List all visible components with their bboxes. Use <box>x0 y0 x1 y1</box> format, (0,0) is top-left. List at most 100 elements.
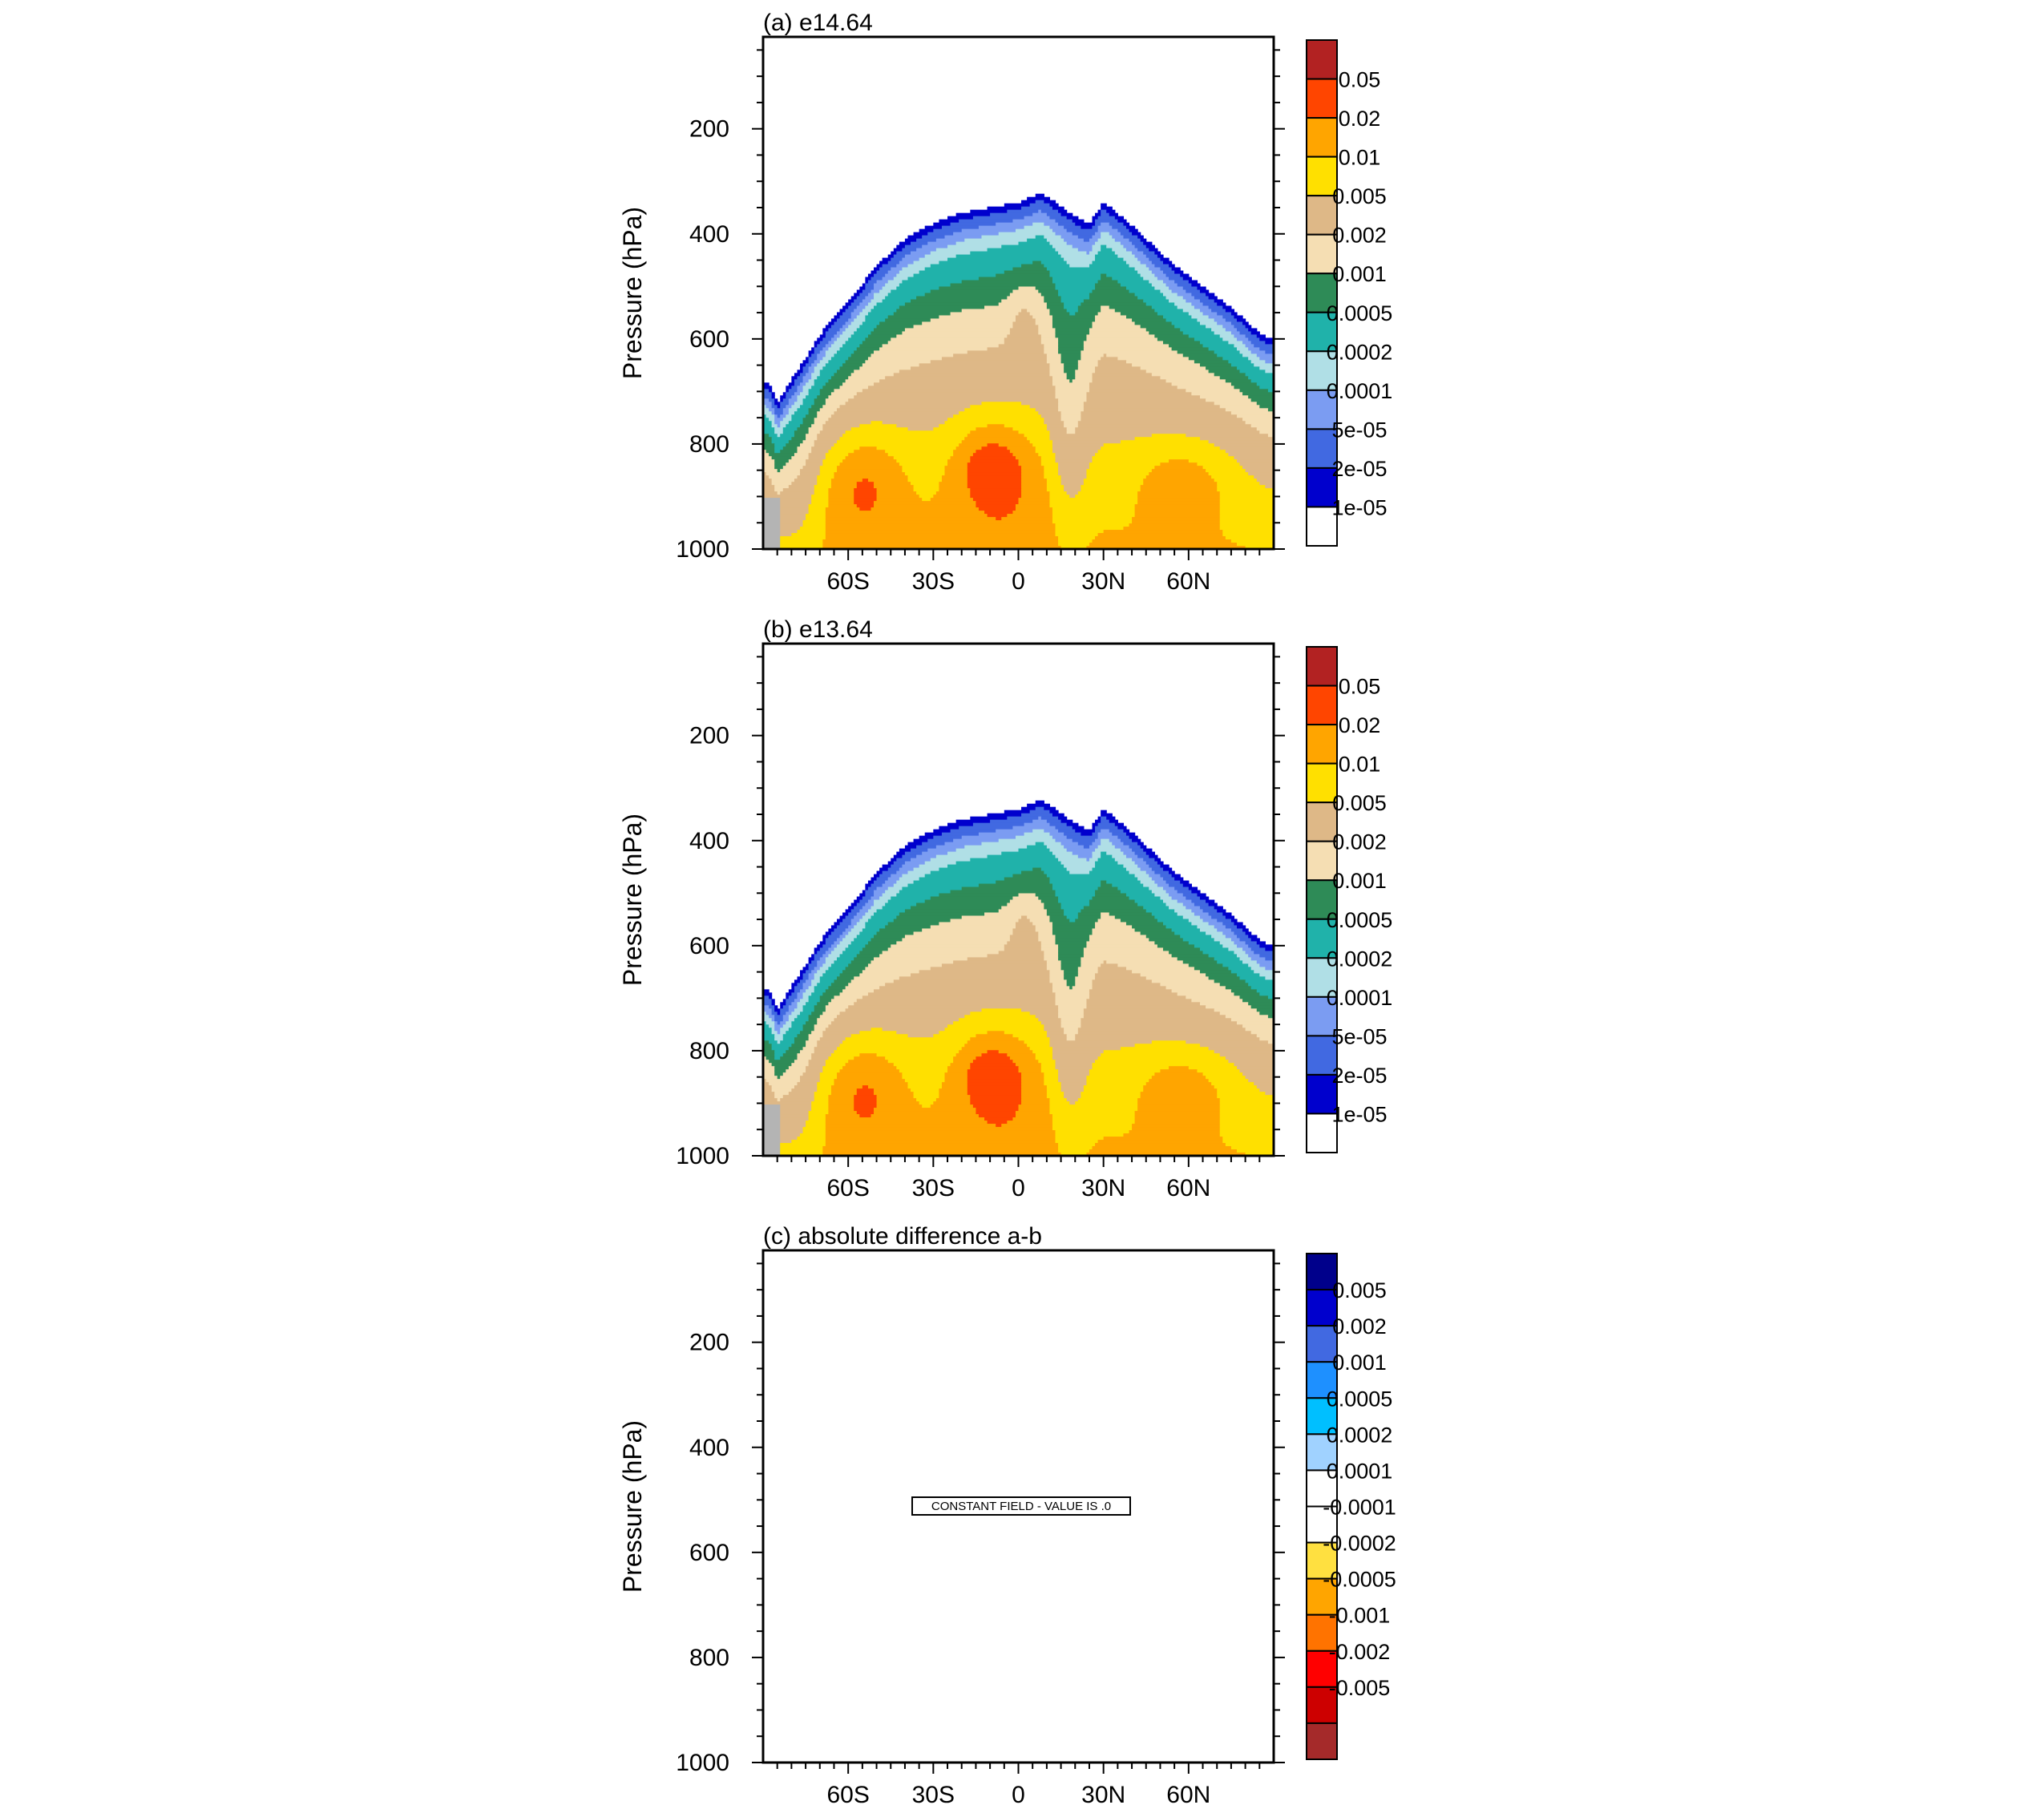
contour-cell-p1 <box>1120 838 1133 843</box>
contour-cell-p0 <box>1012 325 1039 329</box>
contour-cell-p0 <box>950 283 1056 288</box>
contour-cell-p1 <box>811 1108 829 1112</box>
contour-cell-p0 <box>763 498 781 502</box>
contour-cell-p0 <box>1129 289 1161 294</box>
contour-cell-p1 <box>1137 1098 1221 1102</box>
contour-cell-p1 <box>967 1088 1022 1092</box>
contour-cell-p1 <box>1182 938 1215 943</box>
contour-cell-p0 <box>1106 244 1125 249</box>
contour-cell-p1 <box>1049 1037 1068 1041</box>
contour-cell-p0 <box>1120 241 1133 246</box>
contour-cell-p0 <box>802 389 810 393</box>
contour-cell-p1 <box>1106 851 1125 856</box>
contour-cell-p0 <box>814 341 821 345</box>
contour-cell-p0 <box>907 479 943 483</box>
contour-cell-p0 <box>828 347 841 351</box>
contour-cell-p1 <box>862 928 880 933</box>
contour-cell-p0 <box>1092 219 1096 224</box>
contour-cell-p1 <box>1222 912 1232 917</box>
contour-cell-p0 <box>1055 386 1090 390</box>
contour-cell-p1 <box>1230 919 1238 923</box>
contour-cell-p0 <box>939 485 968 489</box>
contour-cell-p1 <box>1206 899 1215 904</box>
contour-cell-p0 <box>800 424 812 428</box>
contour-cell-p0 <box>777 434 781 438</box>
colorbar-2: 0.0050.0020.0010.00050.00020.0001-0.0001… <box>1306 1253 1396 1760</box>
contour-cell-p1 <box>811 1104 829 1108</box>
contour-cell-p1 <box>879 874 891 878</box>
contour-cell-p0 <box>1035 318 1053 323</box>
contour-cell-p0 <box>769 453 795 457</box>
contour-cell-p1 <box>800 999 810 1003</box>
contour-cell-p0 <box>811 376 818 380</box>
contour-cell-p1 <box>1060 1018 1081 1022</box>
contour-cell-p1 <box>955 1053 983 1057</box>
contour-cell-p0 <box>842 459 897 463</box>
contour-cell-p1 <box>828 1098 854 1102</box>
contour-cell-p1 <box>845 947 863 951</box>
contour-cell-p0 <box>1009 328 1039 333</box>
contour-cell-p0 <box>828 321 835 326</box>
colorbar-box <box>1306 646 1338 687</box>
contour-cell-p0 <box>899 305 985 310</box>
contour-cell-p1 <box>814 1050 835 1054</box>
contour-cell-p1 <box>1169 893 1184 898</box>
contour-cell-p0 <box>1202 466 1243 470</box>
contour-cell-p1 <box>1134 861 1147 866</box>
contour-cell-p0 <box>1092 325 1141 329</box>
contour-cell-p0 <box>1089 389 1186 393</box>
contour-cell-p1 <box>1015 1063 1042 1067</box>
contour-cell-p0 <box>769 418 775 422</box>
contour-cell-p0 <box>850 353 872 357</box>
contour-cell-p0 <box>891 257 903 262</box>
contour-cell-p1 <box>1060 902 1090 907</box>
contour-cell-p0 <box>819 341 829 345</box>
contour-cell-p0 <box>1064 366 1079 370</box>
contour-cell-p0 <box>862 479 869 483</box>
contour-cell-p0 <box>1202 302 1218 307</box>
contour-cell-p1 <box>763 1040 770 1044</box>
contour-cell-p1 <box>1038 931 1053 936</box>
contour-cell-p0 <box>1236 337 1249 341</box>
contour-cell-p1 <box>788 1018 795 1022</box>
contour-cell-p0 <box>1234 334 1246 339</box>
contour-cell-p1 <box>825 1127 1053 1131</box>
contour-cell-p0 <box>780 434 795 438</box>
contour-cell-p0 <box>800 373 806 377</box>
contour-cell-p1 <box>1145 861 1158 866</box>
contour-cell-p1 <box>876 1101 920 1105</box>
contour-cell-p0 <box>1095 232 1101 236</box>
contour-cell-p1 <box>1245 941 1258 946</box>
contour-cell-p0 <box>1007 334 1042 339</box>
contour-cell-p0 <box>1145 254 1158 259</box>
contour-cell-p0 <box>1058 350 1081 354</box>
contour-cell-p1 <box>930 870 1022 875</box>
contour-cell-p0 <box>780 543 823 547</box>
contour-cell-p0 <box>780 533 792 537</box>
contour-cell-p0 <box>987 514 1008 518</box>
contour-cell-p1 <box>1197 893 1206 898</box>
contour-cell-p1 <box>1194 912 1210 917</box>
contour-cell-p0 <box>1202 344 1235 348</box>
contour-cell-p1 <box>871 960 954 964</box>
contour-cell-p0 <box>1089 293 1136 297</box>
contour-cell-p1 <box>981 842 1036 846</box>
contour-cell-p1 <box>978 883 1053 888</box>
contour-cell-p0 <box>854 395 1056 399</box>
contour-cell-p1 <box>1021 806 1036 811</box>
contour-cell-p0 <box>1058 469 1088 473</box>
contour-cell-p1 <box>1234 931 1246 936</box>
contour-cell-p0 <box>797 446 812 450</box>
contour-cell-p0 <box>830 376 849 380</box>
contour-cell-p0 <box>899 462 948 466</box>
contour-cell-p1 <box>808 976 815 980</box>
contour-cell-p1 <box>1092 867 1127 872</box>
contour-cell-p1 <box>1120 890 1153 894</box>
contour-cell-p0 <box>1012 427 1048 431</box>
contour-cell-p1 <box>1132 848 1144 853</box>
contour-cell-p1 <box>1035 928 1053 933</box>
contour-cell-p1 <box>1132 858 1144 862</box>
contour-cell-p0 <box>874 273 886 278</box>
contour-cell-p0 <box>907 235 923 240</box>
